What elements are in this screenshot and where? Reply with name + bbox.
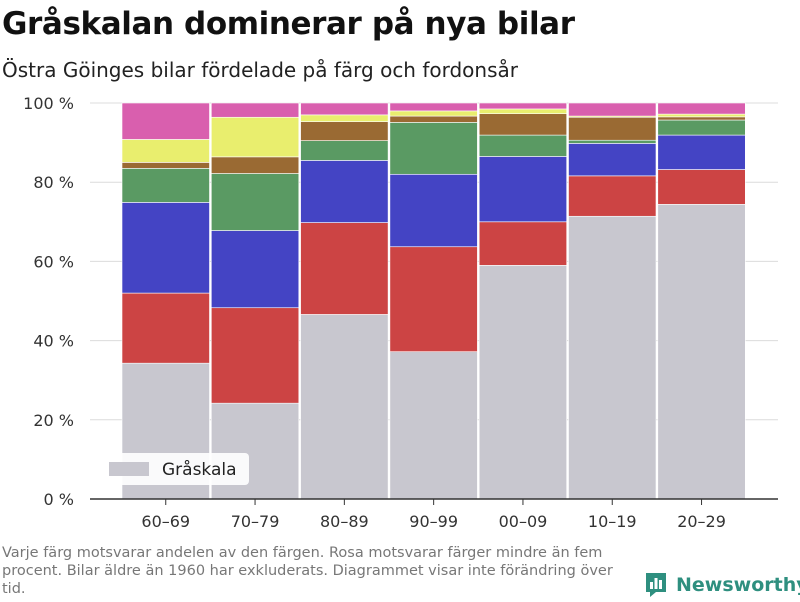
x-tick-label: 90–99 <box>409 512 458 531</box>
bar-segment <box>211 307 300 404</box>
bar-segment <box>121 102 210 140</box>
y-tick-label: 80 % <box>33 173 74 192</box>
bar-segment <box>568 139 657 144</box>
x-tick-label: 00–09 <box>499 512 548 531</box>
bar-segment <box>389 122 478 175</box>
newsworthy-chart-logo-icon <box>646 573 666 597</box>
bar-segment <box>211 102 300 118</box>
bar-segment <box>478 265 568 500</box>
bar-segment <box>300 222 389 315</box>
legend-box <box>101 453 249 485</box>
bar-segment <box>389 102 478 112</box>
y-tick-label: 40 % <box>33 332 74 351</box>
bar-segment <box>657 113 746 118</box>
brand-name: Newsworthy <box>676 574 800 596</box>
legend: Gråskala <box>101 453 249 485</box>
newsworthy-brand: Newsworthy <box>644 568 800 602</box>
bar-segment <box>121 162 210 169</box>
bar-segment <box>121 202 210 294</box>
bar-segment <box>478 134 568 157</box>
bar-segment <box>300 140 389 161</box>
bar-segment <box>478 221 568 266</box>
x-tick-label: 80–89 <box>320 512 369 531</box>
bar-segment <box>121 168 210 203</box>
bar-segment <box>568 102 657 117</box>
bar-segment <box>389 351 478 500</box>
x-tick-label: 70–79 <box>231 512 280 531</box>
y-tick-label: 100 % <box>23 94 74 113</box>
bar-segment <box>389 173 478 248</box>
bar-segment <box>300 160 389 223</box>
stacked-bar-chart: 0 % 20 % 40 % 60 % 80 % 100 % 60–69 70–79 80–89 9… <box>23 94 778 531</box>
bar-segment <box>211 156 300 174</box>
bar-segment <box>389 115 478 123</box>
x-tick-label: 10–19 <box>588 512 637 531</box>
bar-segment <box>211 230 300 309</box>
bar-segment <box>121 292 210 364</box>
bar-segment <box>211 173 300 231</box>
bar-series <box>121 102 746 500</box>
bar-segment <box>300 114 389 122</box>
bar-segment <box>657 119 746 136</box>
bar-segment <box>568 175 657 217</box>
bar-segment <box>657 169 746 205</box>
bar-segment <box>300 314 389 500</box>
bar-segment <box>657 204 746 500</box>
legend-label: Gråskala <box>162 459 237 480</box>
bar-segment <box>300 102 389 116</box>
bar-segment <box>657 102 746 115</box>
y-tick-label: 60 % <box>33 252 74 271</box>
bar-segment <box>657 116 746 121</box>
bar-segment <box>300 121 389 141</box>
bar-segment <box>657 134 746 170</box>
bar-segment <box>121 139 210 163</box>
bar-segment <box>389 246 478 352</box>
bar-segment <box>568 215 657 500</box>
bar-segment <box>211 116 300 158</box>
x-tick-label: 60–69 <box>141 512 190 531</box>
axes: 0 % 20 % 40 % 60 % 80 % 100 % 60–69 70–79 80–89 9… <box>23 94 778 531</box>
y-tick-label: 20 % <box>33 411 74 430</box>
bar-segment <box>478 156 568 223</box>
chart-caption: Varje färg motsvarar andelen av den färg… <box>2 545 613 597</box>
bar-segment <box>568 143 657 177</box>
bar-segment <box>389 110 478 117</box>
bar-segment <box>568 116 657 141</box>
chart-subtitle: Östra Göinges bilar fördelade på färg oc… <box>2 58 518 82</box>
bar-segment <box>478 108 568 114</box>
y-tick-label: 0 % <box>44 490 74 509</box>
bar-segment <box>478 113 568 136</box>
chart-title: Gråskalan dominerar på nya bilar <box>2 6 575 42</box>
legend-swatch <box>109 462 149 476</box>
bar-segment <box>478 102 568 110</box>
x-tick-label: 20–29 <box>677 512 726 531</box>
